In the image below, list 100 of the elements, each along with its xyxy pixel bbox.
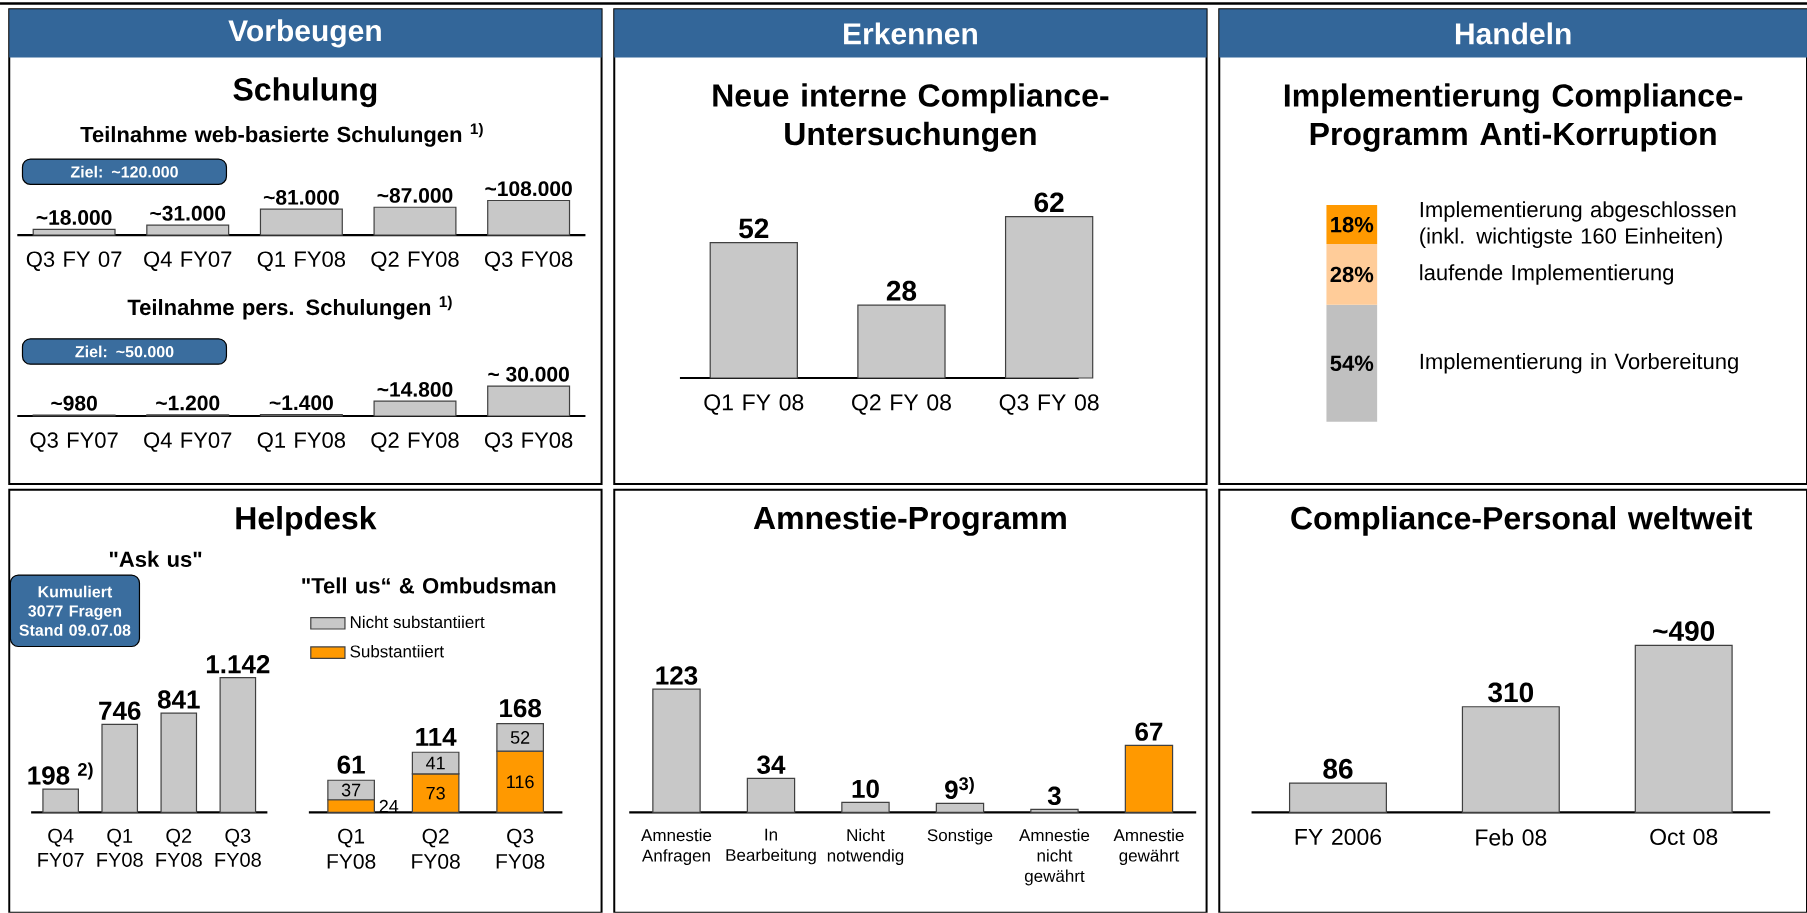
data-label: ~490 <box>1653 621 1715 642</box>
x-tick-label: Q2 FY08 <box>412 828 460 869</box>
x-tick-label: Amnestie nicht gewährt <box>1019 828 1090 886</box>
data-label: 310 <box>1488 682 1534 703</box>
data-label: 18% <box>1331 216 1374 233</box>
bar <box>160 712 198 814</box>
chart-title: Schulung <box>233 77 377 108</box>
x-tick-label: Oct 08 <box>1650 828 1718 846</box>
data-label: 34 <box>757 755 786 775</box>
chart-subtitle: "Tell us“ & Ombudsman <box>302 577 556 594</box>
x-tick-label: Q1 FY 08 <box>704 394 804 415</box>
data-label: 746 <box>99 701 141 721</box>
x-tick-label: Q1 FY08 <box>327 828 376 869</box>
data-label: ~1.200 <box>156 395 220 411</box>
x-tick-label: Q3 FY08 <box>215 828 261 868</box>
total-label: 61 <box>337 755 365 774</box>
chart-title: Amnestie-Programm <box>753 506 1066 537</box>
data-label: ~14.800 <box>377 382 453 397</box>
x-tick-label: Q4 FY07 <box>144 432 232 452</box>
total-label: 168 <box>500 699 542 718</box>
legend-label: Nicht substantiiert <box>350 615 485 629</box>
x-tick-label: Q1 FY08 <box>257 251 346 272</box>
bar <box>32 228 116 236</box>
data-label: 73 <box>426 786 445 800</box>
series-label: laufende Implementierung <box>1420 264 1674 285</box>
series-label: Implementierung abgeschlossen (inkl. wichtigste 160 Einheiten) <box>1420 201 1736 249</box>
x-tick-label: Q4 FY07 <box>144 251 232 272</box>
chart-subtitle: Teilnahme web-basierte Schulungen $^{1)}$ <box>80 123 483 147</box>
data-label: 123 <box>656 666 698 685</box>
x-tick-label: Q3 FY08 <box>485 432 573 452</box>
text: Ziel: ~50.000 <box>75 345 174 358</box>
x-tick-label: Q3 FY08 <box>485 251 573 272</box>
bar <box>373 206 457 236</box>
bar <box>487 200 571 236</box>
x-tick-label: Amnestie gewährt <box>1113 828 1184 866</box>
data-label: 52 <box>739 218 769 239</box>
data-label: 3 <box>1047 786 1061 806</box>
x-tick-label: Q2 FY08 <box>371 432 459 452</box>
series-label: Implementierung in Vorbereitung <box>1420 353 1738 374</box>
legend-label: Substantiiert <box>350 645 444 658</box>
bar <box>42 788 79 814</box>
x-tick-label: Sonstige <box>927 828 993 845</box>
bar <box>652 688 701 814</box>
x-tick-label: Feb 08 <box>1476 828 1547 846</box>
data-label: 1.142 <box>206 655 270 674</box>
x-tick-label: Q4 FY07 <box>38 828 84 868</box>
x-tick-label: Q1 FY08 <box>257 432 346 452</box>
data-label: 9$^{3)}$ <box>945 777 974 800</box>
data-label: 86 <box>1323 759 1353 779</box>
text: Kumuliert 3077 Fragen Stand 09.07.08 <box>19 585 131 636</box>
chart-title: Helpdesk <box>236 506 377 536</box>
x-tick-label: Nicht notwendig <box>827 828 904 866</box>
data-label: 54% <box>1330 355 1374 372</box>
total-label: 114 <box>416 728 457 746</box>
data-label: ~87.000 <box>377 188 453 203</box>
data-label: 841 <box>157 690 200 709</box>
data-label: ~81.000 <box>263 190 339 205</box>
bar <box>219 677 257 814</box>
chart-title: Compliance-Personal weltweit <box>1291 506 1753 536</box>
data-label: 52 <box>510 731 530 744</box>
chart-subtitle: Teilnahme pers. Schulungen $^{1)}$ <box>127 295 452 320</box>
x-tick-label: Q3 FY 08 <box>999 394 1099 415</box>
text: Erkennen <box>844 22 977 45</box>
text: Implementierung Compliance-Programm Anti-Korruption <box>1284 83 1743 152</box>
bar <box>259 208 343 236</box>
bar <box>373 400 457 417</box>
chart-title: Neue interne Compliance-Untersuchungen <box>713 83 1109 152</box>
x-tick-label: Q3 FY 07 <box>26 251 122 272</box>
data-label: 67 <box>1135 722 1163 742</box>
x-tick-label: Q3 FY07 <box>30 432 118 452</box>
bar <box>935 802 985 814</box>
data-label: 37 <box>341 783 361 797</box>
bar <box>487 385 571 417</box>
x-tick-label: FY 2006 <box>1295 828 1382 846</box>
data-label: ~1.400 <box>269 395 333 411</box>
data-label: 198 $^{2)}$ <box>28 762 93 785</box>
text: Vorbeugen <box>228 19 381 48</box>
bar <box>101 723 139 814</box>
data-label: ~108.000 <box>485 181 572 197</box>
data-label: 28% <box>1330 266 1374 283</box>
data-label: 41 <box>426 757 445 770</box>
data-label: ~31.000 <box>150 206 226 221</box>
data-label: ~18.000 <box>36 210 112 226</box>
x-tick-label: Q2 FY08 <box>371 251 459 272</box>
data-label: 116 <box>507 775 534 789</box>
x-tick-label: Q3 FY08 <box>496 828 545 869</box>
text: Handeln <box>1455 22 1571 45</box>
bar <box>1030 808 1079 814</box>
x-tick-label: Q2 FY 08 <box>852 394 951 415</box>
data-label: ~980 <box>51 395 97 411</box>
data-label: ~ 30.000 <box>488 366 569 382</box>
bar <box>746 777 796 814</box>
text: Ziel: ~120.000 <box>70 165 178 178</box>
bar <box>841 801 890 814</box>
data-label: 62 <box>1034 192 1064 213</box>
x-tick-label: Q2 FY08 <box>156 828 202 868</box>
data-label: 28 <box>886 281 917 301</box>
x-tick-label: Amnestie Anfragen <box>641 828 712 866</box>
x-tick-label: Q1 FY08 <box>97 828 143 868</box>
x-tick-label: In Bearbeitung <box>726 828 816 865</box>
